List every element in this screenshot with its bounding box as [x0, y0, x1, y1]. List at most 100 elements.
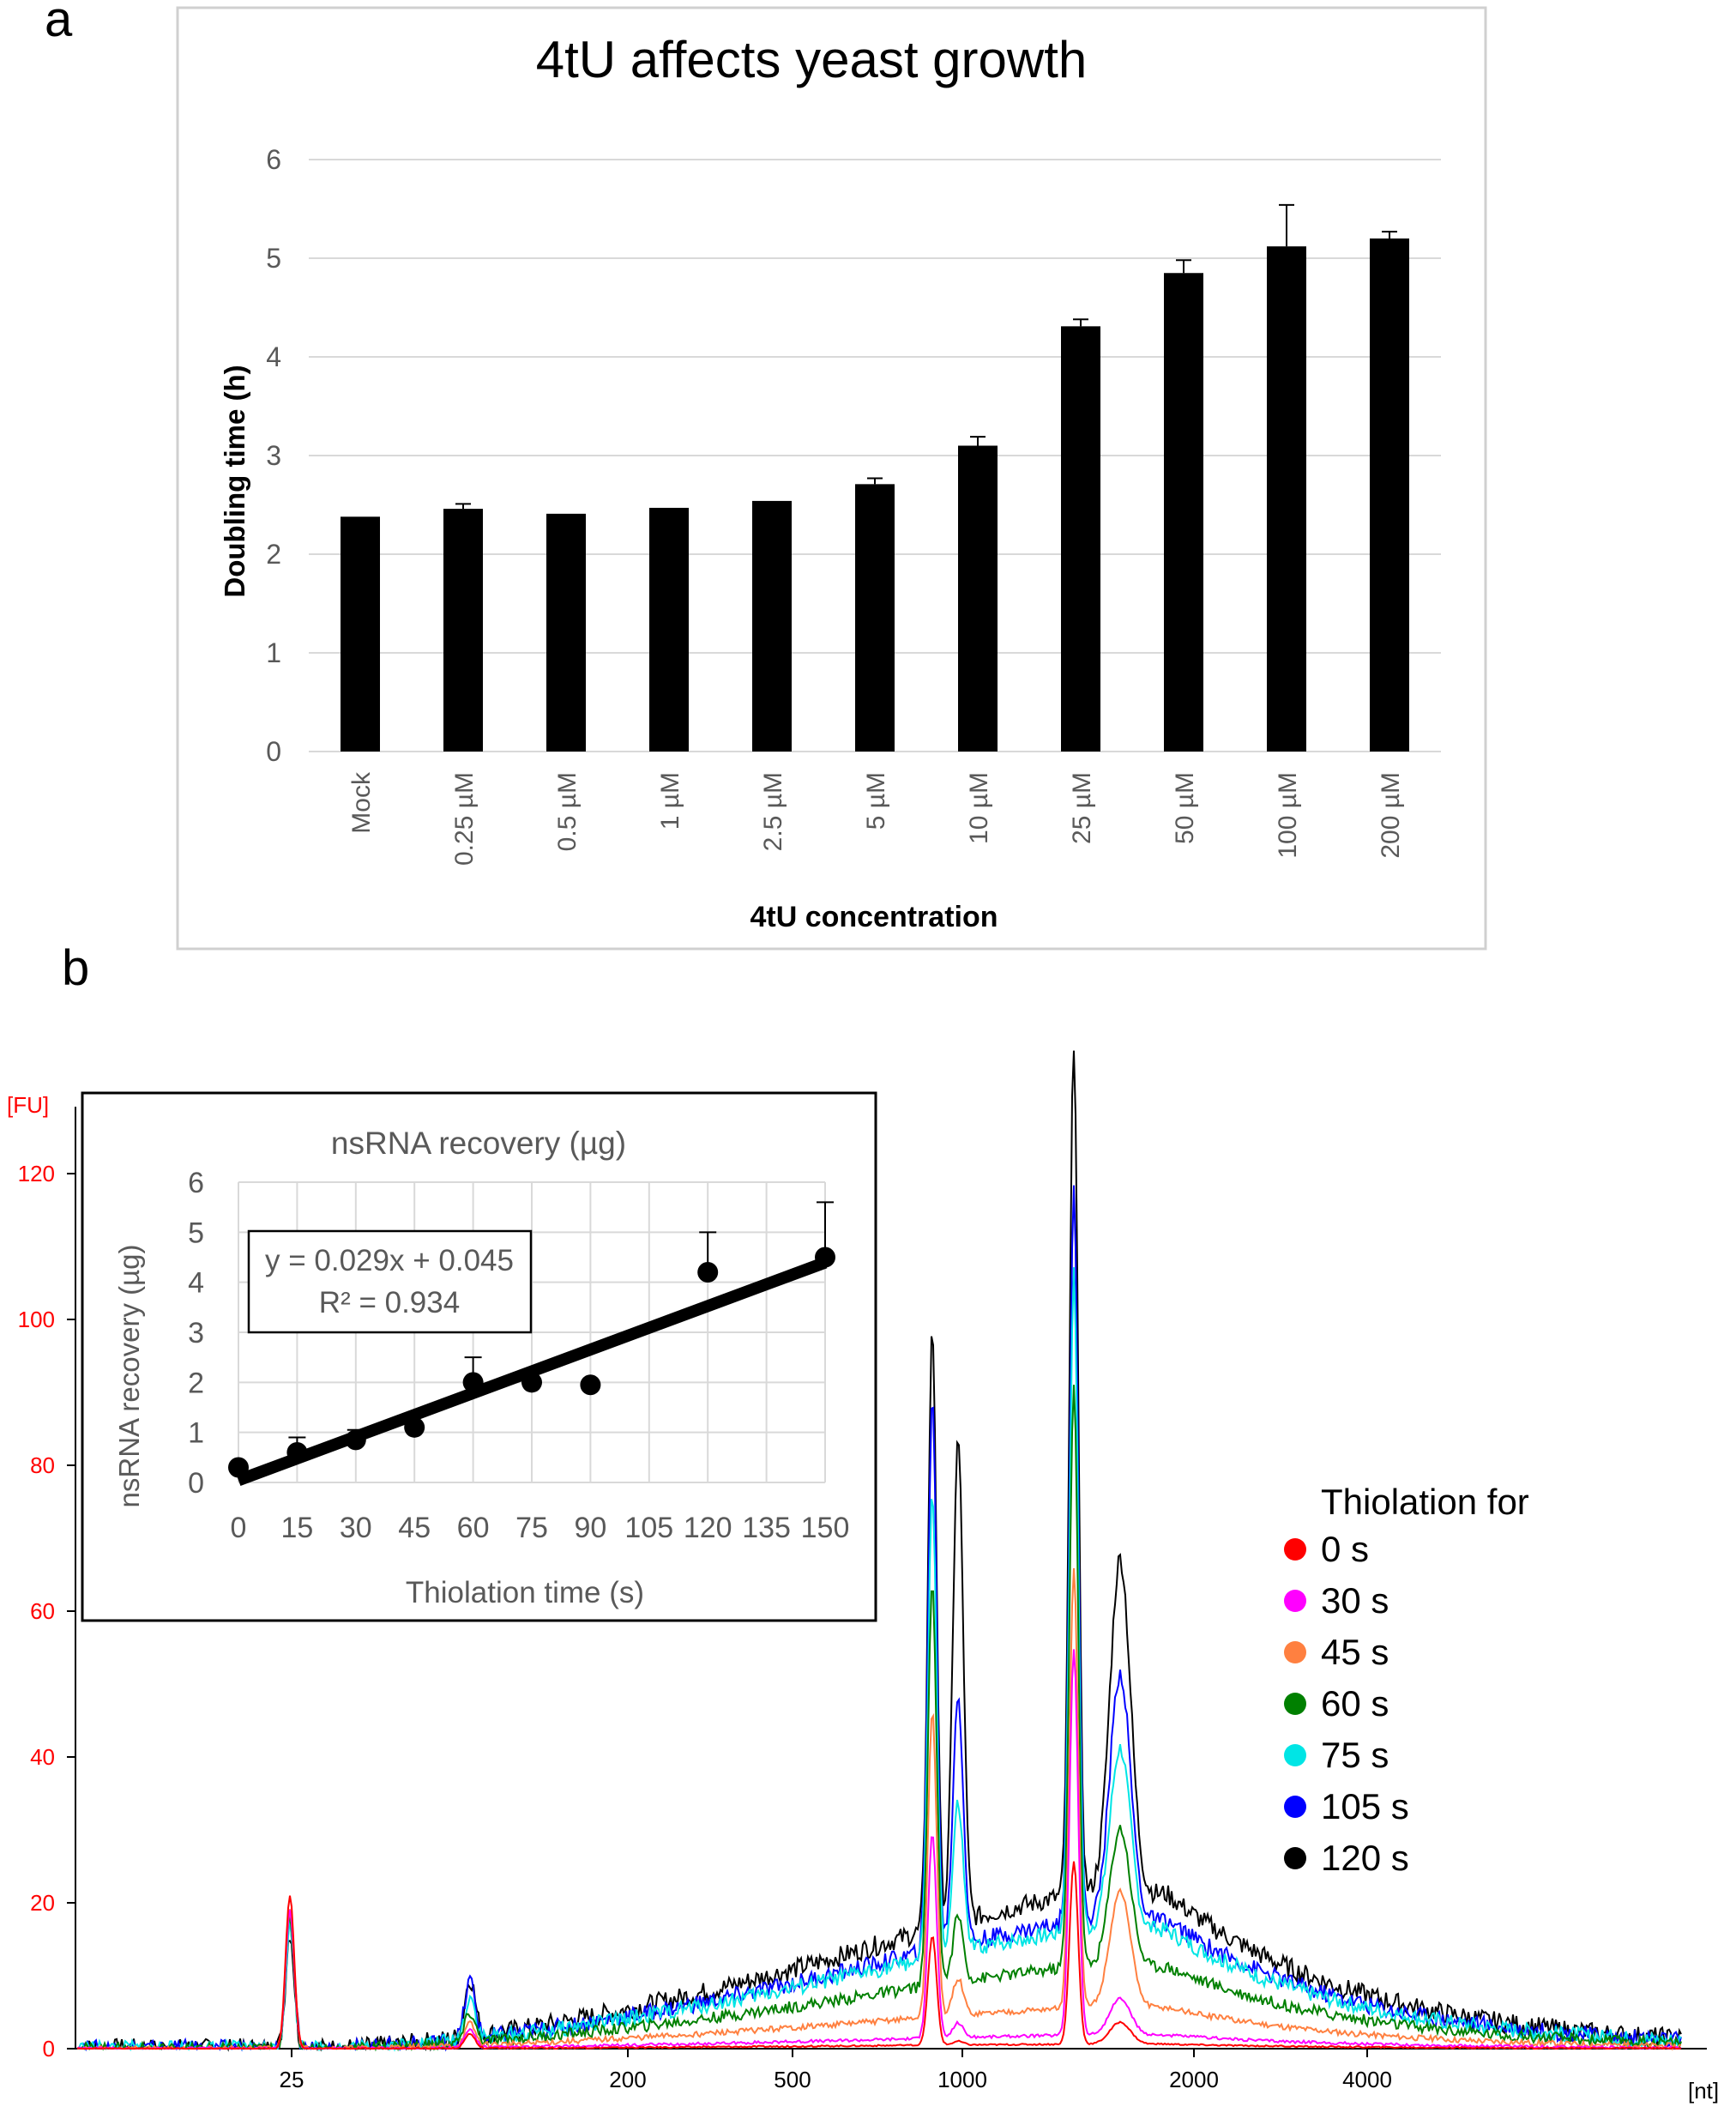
x-tick-label: 2.5 µM — [759, 772, 787, 851]
y-tick-labels: 0 1 2 3 4 5 6 — [266, 144, 281, 767]
y-tick-label: 100 — [18, 1307, 55, 1332]
bar — [649, 507, 689, 752]
x-tick-label: 0 — [231, 1512, 247, 1544]
y-tick-label: 6 — [188, 1167, 204, 1199]
y-tick-label: 4 — [266, 341, 281, 372]
y-tick-label: 4 — [188, 1267, 204, 1300]
legend-label: 30 s — [1321, 1580, 1389, 1621]
bar — [546, 513, 586, 752]
panel-a-bar-chart: 4tU affects yeast growth 0 1 2 3 4 5 6 Mock 0.2… — [176, 6, 1487, 951]
y-tick-label: 0 — [43, 2036, 55, 2062]
y-tick-label: 6 — [266, 144, 281, 175]
series-traces — [76, 1050, 1682, 2052]
y-tick-label: 0 — [188, 1467, 204, 1500]
x-tick-label: 120 — [684, 1512, 732, 1544]
inset-x-tick-labels: 0 15 30 45 60 75 90 105 120 135 150 — [231, 1512, 850, 1544]
bars — [341, 203, 1409, 752]
y-tick-label: 80 — [30, 1452, 55, 1478]
y-tick-label: 60 — [30, 1598, 55, 1624]
fu-unit-label: [FU] — [7, 1092, 49, 1118]
x-tick-label: 135 — [742, 1512, 791, 1544]
x-tick-label: 105 — [624, 1512, 673, 1544]
x-tick-label: 75 — [515, 1512, 548, 1544]
equation-box — [247, 1229, 533, 1334]
x-tick-label: 0.5 µM — [553, 772, 582, 851]
bar — [752, 500, 792, 752]
y-tick-label: 5 — [266, 243, 281, 274]
legend: Thiolation for 0 s 30 s 45 s 60 s 75 s 105 s 1… — [1284, 1482, 1529, 1878]
legend-marker — [1284, 1796, 1306, 1818]
legend-marker — [1284, 1641, 1306, 1663]
x-tick-label: 2000 — [1169, 2067, 1219, 2092]
x-tick-label: 5 µM — [862, 772, 890, 830]
x-tick-label: 30 — [340, 1512, 372, 1544]
data-point — [815, 1247, 835, 1268]
x-tick-labels: 25 200 500 1000 2000 4000 — [280, 2049, 1392, 2092]
data-point — [286, 1442, 308, 1463]
legend-title: Thiolation for — [1321, 1482, 1529, 1522]
legend-label: 75 s — [1321, 1735, 1389, 1775]
y-tick-label: 0 — [266, 736, 281, 767]
data-point — [404, 1416, 425, 1438]
data-point — [345, 1429, 366, 1451]
gridlines — [309, 159, 1441, 752]
x-tick-label: 25 — [280, 2067, 304, 2092]
legend-marker — [1284, 1590, 1306, 1612]
x-tick-label: 100 µM — [1274, 772, 1302, 859]
legend-marker — [1284, 1693, 1306, 1715]
panel-label-b: b — [62, 940, 89, 996]
y-tick-label: 2 — [266, 539, 281, 570]
x-tick-label: 1 µM — [656, 772, 684, 830]
legend-label: 60 s — [1321, 1683, 1389, 1724]
x-tick-label: 1000 — [937, 2067, 987, 2092]
y-tick-label: 3 — [266, 440, 281, 471]
y-tick-label: 5 — [188, 1217, 204, 1249]
x-tick-label: 25 µM — [1068, 772, 1096, 844]
x-tick-label: 500 — [774, 2067, 811, 2092]
inset-x-axis-label: Thiolation time (s) — [406, 1576, 644, 1609]
x-tick-label: 15 — [280, 1512, 313, 1544]
panel-label-a: a — [45, 0, 73, 47]
y-tick-label: 20 — [30, 1890, 55, 1916]
y-tick-label: 2 — [188, 1367, 204, 1399]
x-tick-label: Mock — [347, 771, 376, 834]
x-tick-label: 60 — [457, 1512, 490, 1544]
bar — [1370, 238, 1409, 752]
chart-title: 4tU affects yeast growth — [536, 31, 1088, 88]
x-tick-label: 150 — [801, 1512, 850, 1544]
trendline-r2: R² = 0.934 — [319, 1286, 460, 1319]
bar — [958, 445, 998, 752]
x-tick-label: 200 — [609, 2067, 646, 2092]
bar — [443, 509, 483, 752]
x-tick-label: 45 — [398, 1512, 431, 1544]
data-point — [521, 1372, 542, 1393]
series-line-0s — [76, 1861, 1682, 2050]
bar — [1267, 246, 1306, 752]
trendline — [236, 1257, 828, 1486]
data-points — [228, 1201, 835, 1478]
bar — [855, 484, 895, 752]
bar — [341, 516, 380, 752]
legend-label: 45 s — [1321, 1632, 1389, 1672]
x-tick-labels: Mock 0.25 µM 0.5 µM 1 µM 2.5 µM 5 µM 10 µM 25 µ… — [347, 771, 1405, 866]
x-tick-label: 90 — [574, 1512, 606, 1544]
legend-label: 105 s — [1321, 1786, 1409, 1826]
x-tick-label: 4000 — [1342, 2067, 1392, 2092]
x-tick-label: 50 µM — [1171, 772, 1199, 844]
bar — [1061, 326, 1100, 752]
legend-marker — [1284, 1744, 1306, 1766]
inset-title: nsRNA recovery (µg) — [331, 1126, 626, 1161]
y-axis-label: Doubling time (h) — [219, 365, 250, 597]
y-tick-label: 3 — [188, 1317, 204, 1349]
x-tick-label: 200 µM — [1377, 772, 1405, 859]
nt-unit-label: [nt] — [1688, 2078, 1719, 2104]
x-axis-label: 4tU concentration — [750, 901, 998, 933]
inset-y-axis-label: nsRNA recovery (µg) — [113, 1245, 145, 1508]
legend-marker — [1284, 1538, 1306, 1561]
trendline-equation: y = 0.029x + 0.045 — [265, 1244, 514, 1277]
y-tick-label: 1 — [266, 637, 281, 668]
y-tick-label: 1 — [188, 1417, 204, 1450]
